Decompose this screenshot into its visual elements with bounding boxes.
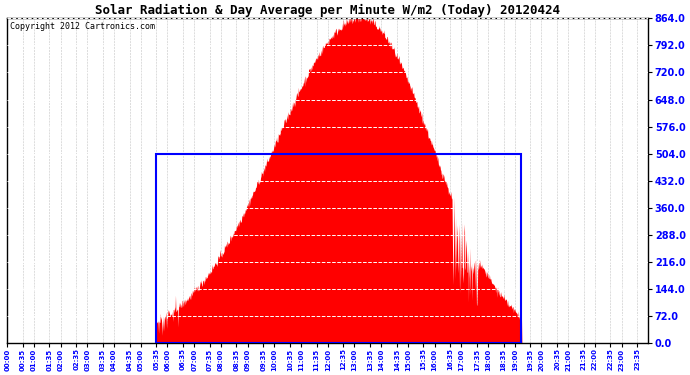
- Bar: [157, 154, 522, 343]
- Title: Solar Radiation & Day Average per Minute W/m2 (Today) 20120424: Solar Radiation & Day Average per Minute…: [95, 4, 560, 17]
- Text: Copyright 2012 Cartronics.com: Copyright 2012 Cartronics.com: [10, 22, 155, 31]
